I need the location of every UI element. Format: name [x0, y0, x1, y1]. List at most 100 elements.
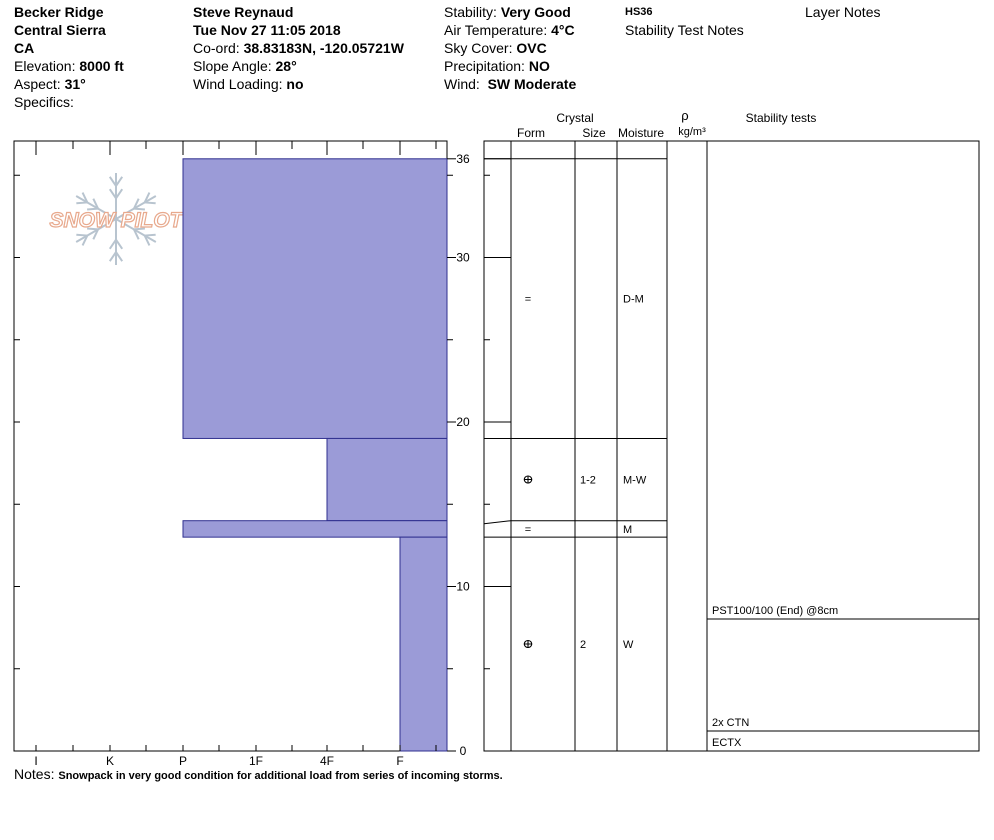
coord-value: 38.83183N, -120.05721W	[243, 40, 404, 56]
slope-label: Slope Angle:	[193, 58, 272, 74]
form-header: Form	[517, 126, 545, 140]
x-tick-label: 1F	[249, 754, 263, 768]
hardness-bar-1	[326, 437, 448, 522]
x-tick-label: 4F	[320, 754, 334, 768]
layer-moisture-0: D-M	[623, 294, 644, 306]
snowflake-icon	[75, 173, 157, 265]
notes-label: Notes:	[14, 766, 55, 782]
layer-moisture-3: W	[623, 639, 634, 651]
flake-branch	[81, 235, 89, 246]
layer-moisture-1: M-W	[623, 475, 647, 487]
slope-value: 28°	[275, 58, 297, 74]
flake-arm	[115, 195, 157, 220]
flake-branch	[108, 239, 117, 250]
flake-arm	[115, 218, 157, 243]
aspect-label: Aspect:	[14, 76, 61, 92]
wind-value: SW Moderate	[487, 76, 577, 92]
snowpilot-logo: SNOW PILOT	[49, 173, 185, 265]
site-info: Becker Ridge Central Sierra CA Elevation…	[14, 3, 124, 111]
stability-tests-header: Stability tests	[746, 111, 817, 125]
wind-loading-value: no	[286, 76, 304, 92]
elevation-value: 8000 ft	[79, 58, 124, 74]
flake-branch	[115, 176, 124, 187]
sky-value: OVC	[516, 40, 547, 56]
flake-branch	[92, 198, 99, 210]
flake-branch	[81, 192, 89, 203]
flake-branch	[133, 228, 140, 240]
sky-label: Sky Cover:	[444, 40, 513, 56]
aspect-value: 31°	[64, 76, 86, 92]
air-temp-value: 4°C	[551, 22, 575, 38]
x-tick-label: K	[106, 754, 114, 768]
y-tick-label: 36	[456, 152, 470, 166]
flake-branch	[133, 198, 140, 210]
flake-branch	[115, 188, 124, 199]
flake-arm	[75, 195, 117, 220]
flake-branch	[133, 227, 145, 231]
flake-branch	[76, 201, 88, 205]
notes-text: Snowpack in very good condition for addi…	[58, 770, 503, 782]
precip-value: NO	[528, 58, 550, 74]
moisture-header: Moisture	[618, 126, 664, 140]
depth-axis: 0 10 20 30 36	[14, 152, 511, 758]
stability-test-label-0: PST100/100 (End) @8cm	[712, 605, 838, 617]
layer-table-rows: = D-M ⴲ 1-2 M-W = M ⴲ 2 W	[483, 158, 667, 651]
logo-text: SNOW PILOT	[50, 209, 185, 232]
density-header: ρ	[681, 108, 688, 123]
precip-label: Precipitation:	[444, 58, 525, 74]
conditions-info: Stability: Very Good Air Temperature: 4°…	[444, 3, 576, 93]
flake-branch	[144, 233, 156, 237]
layer-notes-label: Layer Notes	[805, 4, 881, 20]
stability-test-label-2: ECTX	[712, 737, 742, 749]
stability-label: Stability:	[444, 4, 497, 20]
range-name: Central Sierra	[14, 22, 106, 38]
state-name: CA	[14, 40, 35, 56]
y-tick-label: 20	[456, 415, 470, 429]
elevation-label: Elevation:	[14, 58, 76, 74]
x-tick-label: I	[34, 754, 37, 768]
layer-table-columns	[510, 141, 708, 751]
layer-size-1: 1-2	[580, 475, 596, 487]
observation-datetime: Tue Nov 27 11:05 2018	[193, 22, 341, 38]
layer-form-0: =	[525, 294, 531, 306]
flake-branch	[108, 176, 117, 187]
stability-value: Very Good	[500, 4, 571, 20]
wind-label: Wind:	[444, 76, 480, 92]
flake-branch	[115, 239, 124, 250]
hardness-bar-3	[399, 536, 448, 752]
coord-label: Co-ord:	[193, 40, 240, 56]
layer-connector	[483, 520, 512, 525]
flake-branch	[133, 207, 145, 211]
flake-branch	[108, 188, 117, 199]
flake-branch	[144, 201, 156, 205]
stability-test-rows: PST100/100 (End) @8cm 2x CTN ECTX	[707, 605, 979, 749]
layer-table-frame	[483, 140, 980, 752]
y-tick-label: 30	[456, 251, 470, 265]
flake-branch	[92, 228, 99, 240]
layer-form-2: =	[525, 524, 531, 536]
layer-form-3: ⴲ	[523, 639, 533, 651]
specifics-label: Specifics:	[14, 94, 74, 110]
layer-moisture-2: M	[623, 524, 632, 536]
hardness-axis: I K P 1F 4F F	[34, 141, 437, 768]
notes: Notes: Snowpack in very good condition f…	[14, 766, 503, 782]
observer-info: Steve Reynaud Tue Nov 27 11:05 2018 Co-o…	[193, 3, 404, 93]
flake-arm	[75, 218, 117, 243]
stability-test-notes-label: Stability Test Notes	[625, 22, 744, 38]
flake-branch	[143, 235, 151, 246]
y-tick-label: 0	[460, 744, 467, 758]
flake-branch	[87, 207, 99, 211]
hardness-bars	[182, 158, 448, 752]
location-name: Becker Ridge	[14, 4, 104, 20]
hs-value: HS36	[625, 6, 653, 18]
flake-branch	[76, 233, 88, 237]
flake-branch	[108, 251, 117, 262]
hardness-bar-0	[182, 158, 448, 439]
air-temp-label: Air Temperature:	[444, 22, 548, 38]
layer-form-1: ⴲ	[523, 475, 533, 487]
x-tick-label: F	[396, 754, 403, 768]
flake-branch	[143, 192, 151, 203]
x-tick-label: P	[179, 754, 187, 768]
y-tick-label: 10	[456, 580, 470, 594]
